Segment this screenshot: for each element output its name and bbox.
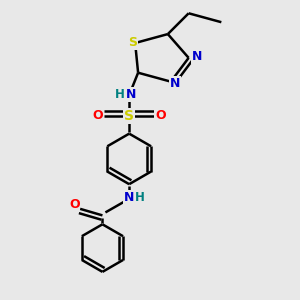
Text: O: O bbox=[155, 109, 166, 122]
Text: N: N bbox=[125, 88, 136, 101]
Text: O: O bbox=[69, 199, 80, 212]
Text: N: N bbox=[123, 191, 134, 204]
Text: H: H bbox=[135, 191, 145, 204]
Text: N: N bbox=[170, 76, 181, 90]
Text: S: S bbox=[124, 109, 134, 123]
Text: N: N bbox=[192, 50, 202, 63]
Text: O: O bbox=[93, 109, 103, 122]
Text: S: S bbox=[128, 36, 137, 49]
Text: H: H bbox=[115, 88, 124, 101]
